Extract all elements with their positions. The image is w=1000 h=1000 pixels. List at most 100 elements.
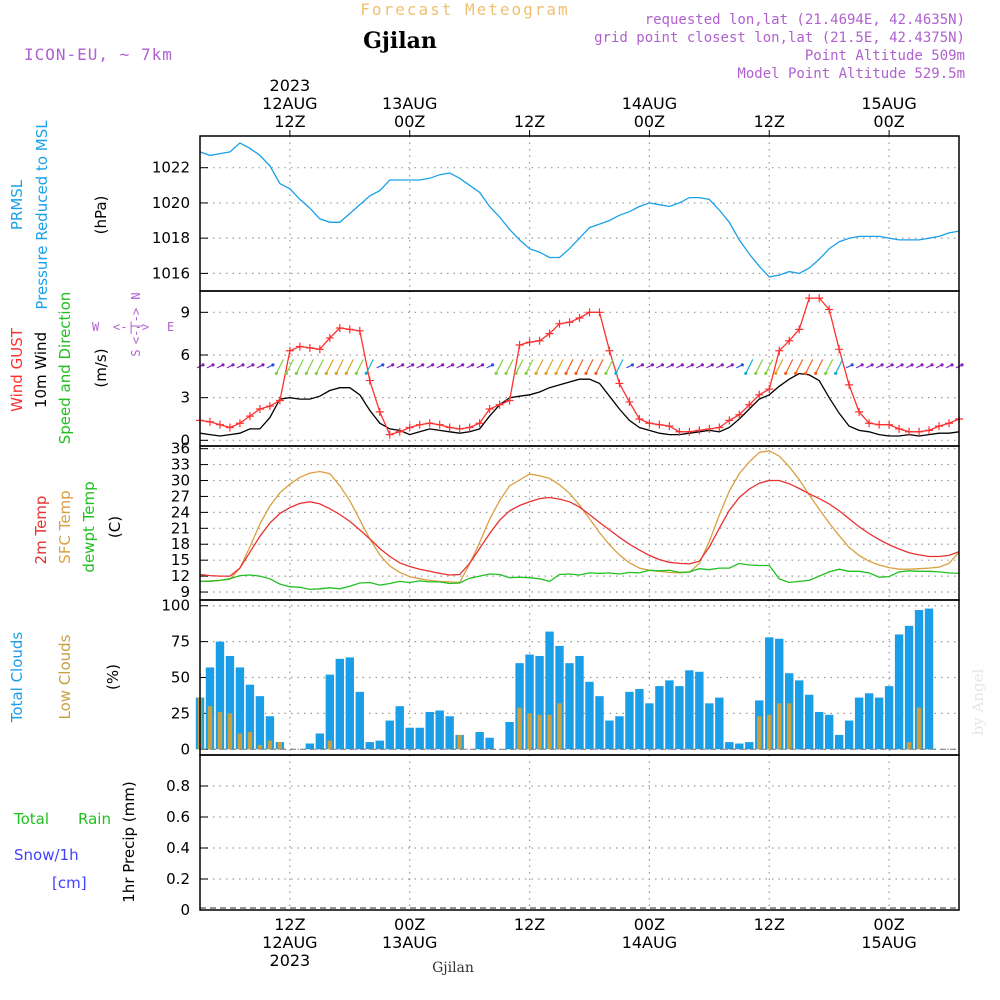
gust-marker — [825, 305, 834, 314]
total-cloud-bar — [335, 658, 345, 750]
gust-marker — [685, 427, 694, 436]
pressure-line — [199, 142, 960, 278]
total-cloud-bar — [904, 625, 914, 750]
wind-arrow-head — [514, 371, 518, 375]
low-cloud-bar — [537, 714, 542, 750]
wind-arrow — [335, 359, 344, 374]
total-cloud-bar — [615, 716, 624, 750]
gust-marker — [355, 326, 364, 335]
ytick-label: 15 — [171, 551, 190, 569]
wind-arrow-head — [451, 363, 455, 367]
watermark: by Angel — [969, 668, 987, 735]
wind-arrow-head — [274, 371, 278, 375]
gust-marker — [575, 314, 584, 323]
gust-marker — [305, 343, 314, 352]
wind-arrow — [835, 359, 844, 374]
wind-arrow-head — [860, 363, 864, 367]
wind-arrow — [315, 359, 324, 374]
wind-arrow-head — [364, 371, 368, 375]
gust-marker — [755, 390, 764, 399]
gust-marker — [445, 423, 454, 432]
temp-label-2m: 2m Temp — [32, 496, 50, 565]
ytick-label: 9 — [180, 583, 190, 601]
wind-arrow — [565, 359, 574, 374]
footer-location: Gjilan — [432, 960, 474, 976]
compass-w: W — [92, 320, 100, 334]
wind-arrow-head — [670, 363, 674, 367]
gust-marker — [625, 397, 634, 406]
gust-marker — [295, 342, 304, 351]
wind-arrow — [755, 359, 764, 374]
total-cloud-bar — [675, 686, 684, 750]
wind-arrow-head — [870, 363, 874, 367]
gust-marker — [815, 294, 824, 303]
gust-marker — [775, 346, 784, 355]
gust-marker — [405, 423, 414, 432]
ytick-label: 0 — [180, 431, 190, 449]
gust-marker — [435, 420, 444, 429]
cloud-label-total: Total Clouds — [8, 632, 26, 724]
low-cloud-bar — [906, 742, 912, 750]
gust-marker — [935, 422, 944, 431]
total-cloud-bar — [695, 671, 704, 750]
top-time-label: 12Z — [754, 112, 785, 131]
ytick-label: 25 — [171, 704, 190, 722]
bottom-time-label: 00Z — [873, 915, 904, 934]
total-cloud-bar — [365, 742, 374, 750]
wind-arrow-head — [690, 363, 694, 367]
wind-arrow-head — [950, 363, 954, 367]
wind-arrow — [545, 359, 554, 374]
total-cloud-bar — [425, 711, 434, 750]
total-cloud-bar — [555, 645, 564, 750]
ytick-label: 24 — [171, 503, 190, 521]
wind-arrow-head — [304, 371, 308, 375]
wind-arrow-head — [441, 363, 445, 367]
wind-arrow-head — [660, 363, 664, 367]
wind-arrow-head — [910, 363, 914, 367]
wind-arrow-head — [471, 363, 475, 367]
low-cloud-bar — [527, 713, 532, 750]
wind-arrow-head — [381, 363, 385, 367]
low-cloud-bar — [207, 706, 213, 750]
gust-marker — [905, 427, 914, 436]
low-cloud-bar — [547, 714, 552, 750]
wind-direction-arrows — [196, 359, 964, 375]
total-cloud-bar — [805, 694, 814, 750]
ytick-label: 1018 — [152, 229, 190, 247]
total-cloud-bar — [595, 696, 604, 750]
wind-arrow-head — [764, 371, 768, 375]
info-line-3: Point Altitude 509m — [805, 48, 965, 64]
gust-marker — [425, 419, 434, 428]
wind-arrow-head — [564, 371, 568, 375]
gust-marker — [255, 405, 264, 414]
gust-marker — [485, 405, 494, 414]
top-time-label: 15AUG — [861, 94, 916, 113]
gust-marker — [695, 426, 704, 435]
bottom-time-label: 14AUG — [622, 933, 677, 952]
total-cloud-bar — [705, 703, 714, 750]
gust-marker — [585, 308, 594, 317]
gust-marker — [845, 380, 854, 389]
wind-arrow-head — [334, 371, 338, 375]
top-title: Forecast Meteogram — [360, 0, 569, 19]
compass-s: S — [129, 349, 143, 356]
wind-arrow — [795, 359, 804, 374]
ytick-label: 0 — [180, 901, 190, 919]
total-cloud-bar — [844, 720, 854, 750]
precip-label-total: Total — [13, 810, 49, 828]
ytick-label: 9 — [180, 303, 190, 321]
wind-arrow — [575, 359, 584, 374]
total-cloud-bar — [874, 697, 884, 750]
sfc-temp-line — [199, 450, 960, 584]
gust-marker — [515, 341, 524, 350]
wind-arrow-head — [544, 371, 548, 375]
gust-marker — [475, 419, 484, 428]
wind-arrow — [805, 359, 814, 374]
wind-arrow-head — [504, 371, 508, 375]
bottom-time-label: 13AUG — [382, 933, 437, 952]
wind-arrow-head — [421, 363, 425, 367]
low-cloud-bar — [237, 733, 243, 750]
cloud-bars — [195, 608, 959, 750]
gust-marker — [605, 346, 614, 355]
ytick-label: 6 — [180, 346, 190, 364]
